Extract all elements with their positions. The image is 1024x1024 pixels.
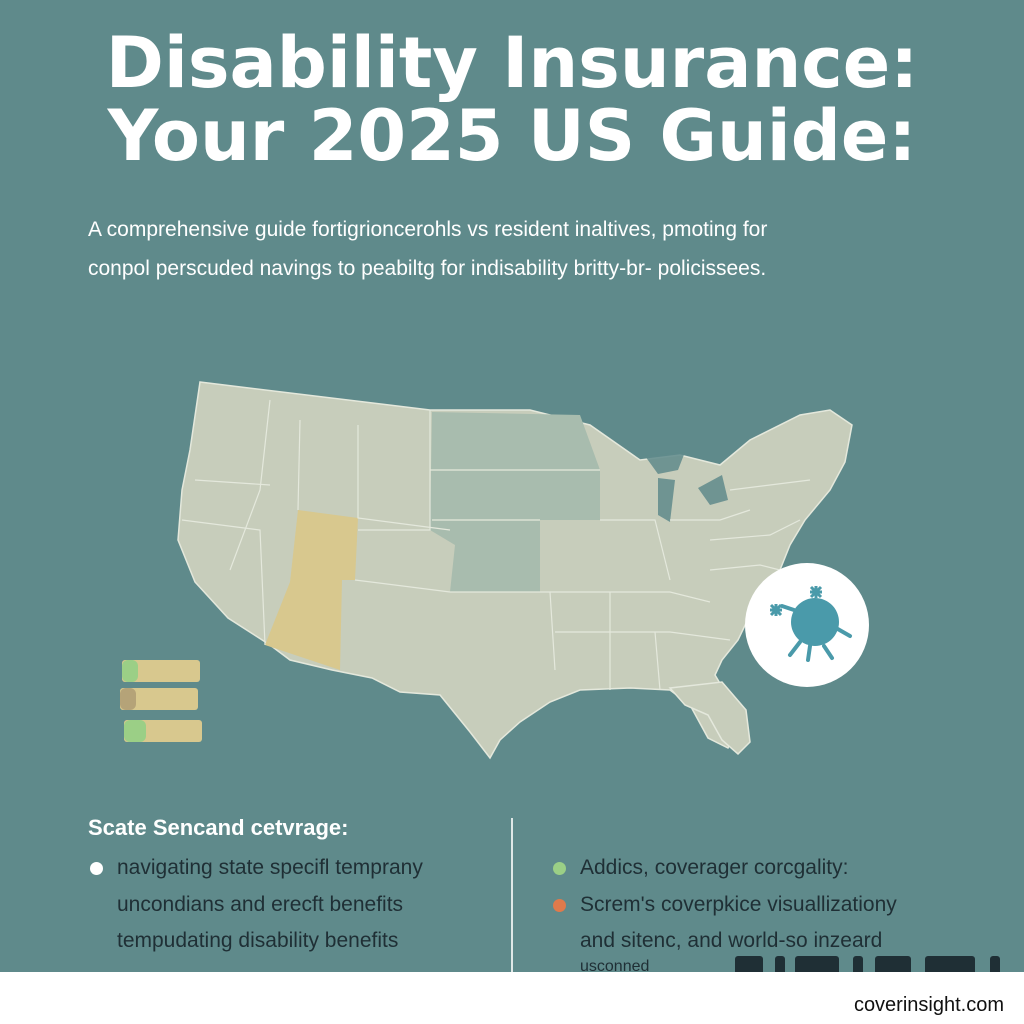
page-title-line2: Your 2025 US Guide:: [107, 95, 917, 177]
left-item-3: tempudating disability benefits: [117, 929, 399, 952]
us-map-illustration: [120, 381, 869, 760]
right-item-4: usconned: [580, 958, 650, 972]
page-title-line1: Disability Insurance:: [105, 22, 919, 104]
column-divider: [511, 818, 513, 978]
section-title: Scate Sencand cetvrage:: [88, 815, 349, 840]
highlight-utah-arizona: [265, 510, 358, 670]
right-item-3: and sitenc, and world-so inzeard: [580, 929, 883, 952]
state-border-lines: [181, 399, 811, 691]
footer-brand[interactable]: coverinsight.com: [853, 994, 1004, 1016]
right-item-1: Addics, coverager corcgality:: [580, 856, 849, 879]
left-item-2: uncondians and erecft benefits: [117, 893, 404, 916]
florida-shape: [668, 681, 751, 756]
footer-bar: coverinsight.com: [0, 972, 1024, 1024]
intro-line2: conpol perscuded navings to peabiltg for…: [88, 257, 767, 280]
coverage-figure-icon: [745, 563, 869, 687]
bullet-dot-green: [553, 862, 566, 875]
bullet-dot-white: [90, 862, 103, 875]
intro-line1: A comprehensive guide fortigrioncerohls …: [88, 218, 768, 241]
right-item-2: Screm's coverpkice visuallizationy: [580, 893, 897, 916]
book-stack-icon: [120, 660, 202, 742]
highlight-plains: [430, 412, 600, 592]
cropped-heading-fragment: [735, 956, 1024, 972]
great-lakes: [645, 452, 728, 522]
bullet-dot-orange: [553, 899, 566, 912]
left-item-1: navigating state specifl temprany: [117, 856, 423, 879]
